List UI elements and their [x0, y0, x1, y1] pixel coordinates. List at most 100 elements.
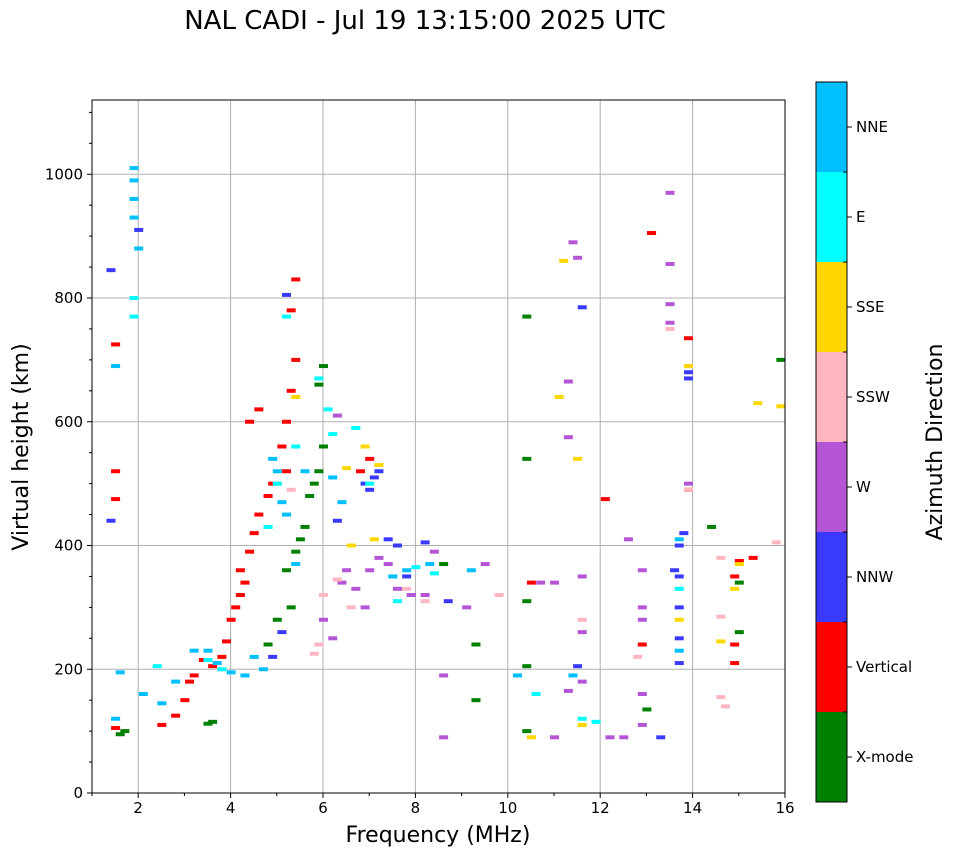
data-point-w	[374, 555, 384, 560]
data-point-ssw	[332, 577, 342, 582]
data-point-nnw	[106, 518, 116, 523]
data-point-nnw	[670, 568, 680, 573]
x-tick-label: 4	[226, 799, 236, 817]
data-point-vertical	[282, 469, 292, 474]
data-point-x-mode	[439, 562, 449, 567]
colorbar-tick-label: SSE	[856, 298, 885, 316]
data-point-vertical	[291, 277, 301, 282]
data-point-nne	[291, 562, 301, 567]
y-tick-label: 600	[54, 413, 83, 431]
data-point-w	[392, 586, 402, 591]
data-point-w	[637, 692, 647, 696]
x-tick-label: 2	[133, 799, 143, 817]
colorbar: X-mode Vertical NNW W SSW SSE E NNE	[815, 81, 913, 803]
data-point-sse	[683, 364, 693, 369]
y-tick-label: 200	[54, 660, 83, 678]
data-point-x-mode	[291, 549, 301, 554]
data-point-e	[531, 692, 541, 696]
data-point-x-mode	[300, 524, 310, 529]
data-point-vertical	[226, 617, 236, 622]
data-point-w	[577, 679, 587, 684]
data-point-w	[480, 562, 490, 567]
data-point-e	[129, 296, 139, 300]
data-point-vertical	[111, 469, 121, 474]
data-point-vertical	[240, 580, 250, 585]
data-point-w	[365, 568, 375, 573]
data-point-e	[429, 571, 439, 576]
data-point-x-mode	[309, 481, 319, 486]
data-point-vertical	[734, 558, 744, 563]
data-point-nne	[674, 537, 684, 542]
data-point-vertical	[277, 444, 287, 449]
data-point-nnw	[683, 376, 693, 381]
data-point-ssw	[314, 642, 324, 647]
data-point-ssw	[309, 651, 319, 656]
data-point-vertical	[254, 407, 264, 412]
data-point-nne	[268, 456, 278, 461]
data-point-ssw	[577, 617, 587, 622]
data-point-x-mode	[734, 630, 744, 635]
data-point-sse	[291, 395, 301, 399]
data-point-w	[351, 586, 361, 591]
data-point-w	[439, 735, 449, 740]
data-point-nne	[282, 512, 292, 517]
data-point-sse	[753, 401, 763, 406]
data-point-vertical	[235, 568, 245, 573]
data-point-w	[406, 593, 416, 597]
data-point-vertical	[111, 342, 121, 347]
data-point-x-mode	[471, 698, 481, 703]
data-point-e	[217, 667, 227, 672]
data-point-nne	[272, 469, 282, 474]
data-point-vertical	[268, 481, 278, 486]
x-tick-label: 12	[591, 799, 610, 817]
data-point-nnw	[369, 475, 379, 480]
data-point-vertical	[730, 661, 740, 666]
colorbar-swatch	[816, 172, 847, 262]
data-point-nnw	[420, 540, 430, 545]
data-point-nne	[171, 679, 181, 684]
colorbar-tick-label: W	[856, 478, 871, 496]
data-point-nne	[388, 574, 398, 579]
data-point-x-mode	[120, 729, 130, 734]
data-point-nnw	[402, 574, 412, 579]
data-point-x-mode	[522, 729, 532, 734]
colorbar-swatch	[816, 442, 847, 532]
data-point-nnw	[577, 305, 587, 310]
data-point-nnw	[674, 605, 684, 610]
colorbar-swatch	[816, 622, 847, 712]
data-point-x-mode	[203, 721, 213, 726]
data-point-x-mode	[319, 444, 328, 449]
data-point-vertical	[221, 639, 231, 644]
data-point-nne	[157, 701, 167, 706]
data-point-vertical	[189, 673, 199, 678]
data-point-e	[411, 565, 421, 570]
data-point-w	[563, 435, 573, 440]
data-point-vertical	[254, 512, 264, 517]
data-point-vertical	[355, 469, 365, 474]
data-point-x-mode	[263, 642, 273, 647]
data-point-x-mode	[776, 357, 786, 362]
data-point-x-mode	[522, 664, 532, 669]
data-point-nne	[513, 673, 523, 678]
colorbar-swatch	[816, 82, 847, 172]
data-point-w	[332, 413, 342, 418]
data-point-vertical	[683, 336, 693, 341]
data-point-ssw	[683, 487, 693, 492]
data-point-nnw	[674, 574, 684, 579]
data-point-nne	[425, 562, 435, 567]
data-point-nne	[189, 648, 199, 653]
x-tick-label: 14	[683, 799, 702, 817]
data-point-w	[623, 537, 633, 542]
data-point-nnw	[106, 268, 116, 273]
colorbar-swatch	[816, 532, 847, 622]
data-point-sse	[734, 562, 744, 567]
data-point-e	[365, 481, 375, 486]
data-point-ssw	[665, 326, 675, 331]
x-tick-label: 8	[411, 799, 421, 817]
data-point-e	[591, 719, 601, 724]
data-point-w	[550, 580, 559, 585]
data-point-nne	[258, 667, 268, 672]
data-point-e	[314, 376, 324, 381]
y-tick-label: 1000	[45, 165, 83, 183]
grid	[92, 100, 785, 793]
